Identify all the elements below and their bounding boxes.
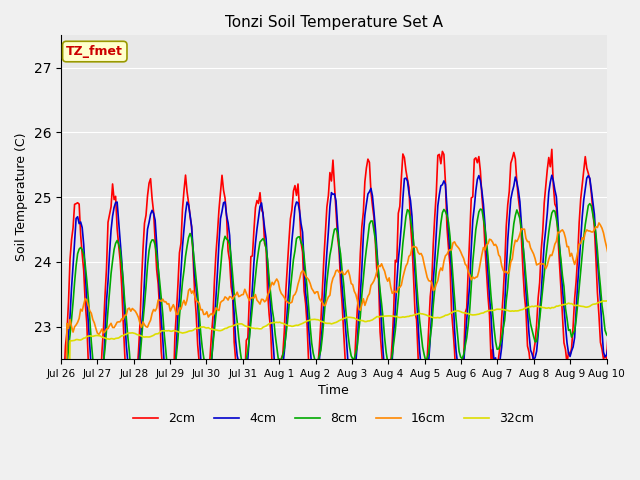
- 16cm: [636, 433, 640, 439]
- Line: 8cm: 8cm: [61, 198, 640, 480]
- 32cm: [77, 337, 84, 343]
- Line: 2cm: 2cm: [61, 148, 640, 437]
- Legend: 2cm, 4cm, 8cm, 16cm, 32cm: 2cm, 4cm, 8cm, 16cm, 32cm: [129, 407, 540, 430]
- 2cm: [639, 355, 640, 361]
- 4cm: [95, 404, 103, 409]
- 4cm: [639, 346, 640, 351]
- 32cm: [472, 312, 479, 318]
- 32cm: [632, 297, 639, 303]
- Line: 32cm: 32cm: [61, 300, 640, 480]
- 8cm: [623, 195, 630, 201]
- 16cm: [559, 227, 566, 233]
- X-axis label: Time: Time: [318, 384, 349, 397]
- 2cm: [560, 340, 568, 346]
- 8cm: [559, 273, 566, 278]
- 2cm: [97, 387, 104, 393]
- 4cm: [559, 286, 566, 291]
- 32cm: [356, 318, 364, 324]
- Y-axis label: Soil Temperature (C): Soil Temperature (C): [15, 133, 28, 262]
- 16cm: [356, 307, 364, 313]
- 2cm: [57, 409, 65, 415]
- 8cm: [356, 313, 364, 319]
- 32cm: [95, 333, 103, 338]
- Title: Tonzi Soil Temperature Set A: Tonzi Soil Temperature Set A: [225, 15, 443, 30]
- 2cm: [77, 232, 84, 238]
- 16cm: [472, 275, 479, 280]
- 8cm: [77, 245, 84, 251]
- 8cm: [95, 391, 103, 397]
- Text: TZ_fmet: TZ_fmet: [67, 45, 124, 58]
- 16cm: [630, 214, 637, 219]
- 4cm: [77, 219, 84, 225]
- Line: 16cm: 16cm: [61, 216, 640, 480]
- 8cm: [636, 315, 640, 321]
- 16cm: [77, 306, 84, 312]
- Line: 4cm: 4cm: [61, 160, 640, 480]
- 2cm: [637, 374, 640, 380]
- 2cm: [358, 224, 365, 229]
- 2cm: [92, 434, 100, 440]
- 2cm: [474, 160, 481, 166]
- 32cm: [559, 302, 566, 308]
- 8cm: [472, 227, 479, 232]
- 16cm: [95, 332, 103, 337]
- 4cm: [623, 157, 630, 163]
- 4cm: [636, 338, 640, 344]
- 4cm: [356, 292, 364, 298]
- 4cm: [472, 188, 479, 193]
- 2cm: [620, 145, 627, 151]
